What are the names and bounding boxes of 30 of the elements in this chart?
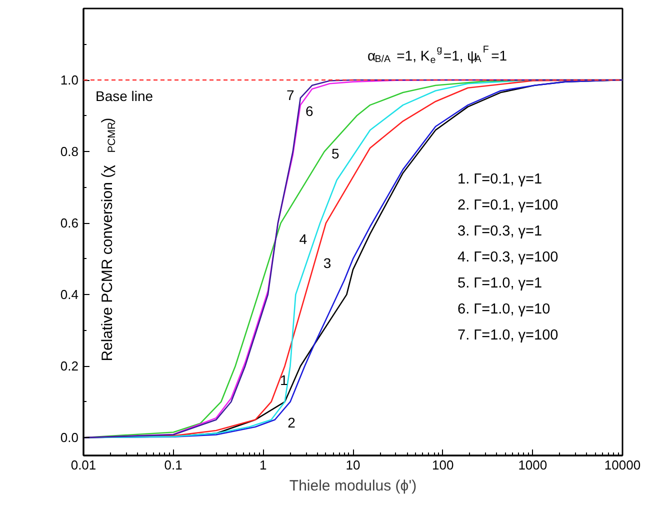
x-tick-label: 10 xyxy=(346,458,360,472)
annotation: 3 xyxy=(323,254,332,271)
annotation: 2. Γ=0.1, γ=100 xyxy=(458,198,558,214)
x-tick-label: 0.1 xyxy=(164,458,182,472)
y-tick-label: 0.6 xyxy=(60,216,79,231)
y-tick-label: 1.0 xyxy=(60,72,79,88)
annotation: 6. Γ=1.0, γ=10 xyxy=(458,302,550,318)
y-axis-title: Relative PCMR conversion (χPCMR) xyxy=(99,118,118,362)
ref-line-label: Base line xyxy=(96,88,154,104)
y-tick-label: 0.0 xyxy=(60,430,79,446)
y-tick-label: 0.8 xyxy=(60,144,79,160)
annotation: 4. Γ=0.3, γ=100 xyxy=(458,250,558,266)
annotation: 2 xyxy=(288,414,296,431)
annotation: 6 xyxy=(306,103,314,120)
annotation: 1. Γ=0.1, γ=1 xyxy=(458,172,542,188)
annotation: 1 xyxy=(280,372,288,388)
annotation: 4 xyxy=(299,230,308,247)
y-tick-label: 0.4 xyxy=(60,287,79,302)
annotation: 7 xyxy=(286,86,295,103)
annotation: 5 xyxy=(331,146,340,162)
x-tick-label: 10000 xyxy=(604,458,641,472)
x-tick-label: 1 xyxy=(260,458,267,472)
annotation: 3. Γ=0.3, γ=1 xyxy=(458,224,542,240)
x-tick-label: 1000 xyxy=(518,458,548,472)
annotation: 7. Γ=1.0, γ=100 xyxy=(458,328,558,344)
x-tick-label: 0.01 xyxy=(70,458,96,472)
y-tick-label: 0.2 xyxy=(60,358,79,374)
annotation: 5. Γ=1.0, γ=1 xyxy=(458,276,542,292)
x-tick-label: 100 xyxy=(432,458,454,472)
x-axis-title: Thiele modulus (ϕ') xyxy=(289,478,417,494)
